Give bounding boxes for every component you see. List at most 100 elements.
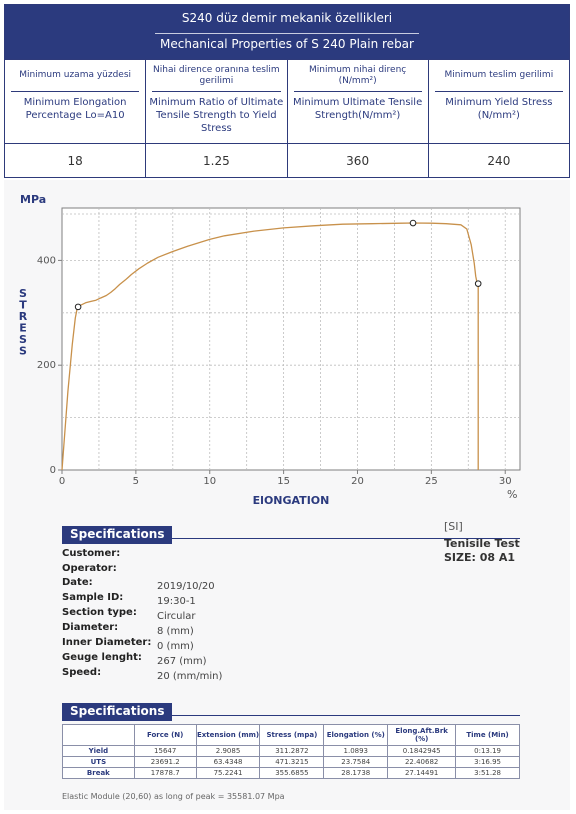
plot-area: [61, 207, 521, 471]
cell-force: 15647: [133, 745, 197, 757]
x-tick-label: 25: [425, 476, 438, 487]
header-elong-after-break: Elong.Aft.Brk (%): [387, 724, 457, 746]
column-label-en: Minimum Elongation Percentage Lo=A10: [23, 97, 127, 121]
section-type-label: Section type:: [62, 607, 137, 618]
value-ratio: 1.25: [146, 144, 288, 177]
axis-ticks: 0 5 10 15 20 25 30 0 200 400: [37, 255, 512, 487]
column-divider: [434, 91, 563, 92]
table-row: Break 17878.7 75.2241 355.6855 28.1738 2…: [62, 767, 520, 779]
x-unit-label: %: [507, 488, 517, 501]
value-yield-stress: 240: [487, 154, 511, 168]
cell-stress: 355.6855: [259, 767, 325, 779]
test-title: Tenisile Test: [444, 537, 520, 550]
header-divider: [155, 33, 419, 34]
cell-extension: 75.2241: [195, 767, 261, 779]
y-tick-label: 200: [37, 360, 56, 371]
data-point-marker: [74, 303, 82, 311]
y-unit-label: MPa: [20, 193, 46, 206]
cell-force: 17878.7: [133, 767, 197, 779]
speed-value: 20 (mm/min): [157, 671, 223, 682]
data-point-marker: [409, 219, 417, 227]
column-label-tr: Minimum teslim gerilimi: [444, 70, 554, 81]
diameter-value: 8 (mm): [157, 626, 194, 637]
cell-extension: 63.4348: [195, 756, 261, 768]
cell-elong-after-break: 0.1842945: [387, 745, 457, 757]
diameter-label: Diameter:: [62, 622, 119, 633]
properties-title-tr: S240 düz demir mekanik özellikleri: [181, 11, 393, 25]
x-tick-label: 15: [277, 476, 290, 487]
column-label-tr: Nihai dirence oranına teslim gerilimi: [153, 64, 280, 86]
header-blank: [62, 724, 135, 746]
grid: [62, 208, 520, 470]
elastic-module-note: Elastic Module (20,60) as long of peak =…: [62, 792, 285, 801]
row-label: Break: [62, 767, 135, 779]
y-axis-label-letter: S: [19, 287, 27, 300]
y-axis-label-letter: T: [19, 299, 27, 312]
specifications-bar: Specifications: [62, 523, 520, 544]
y-axis-label-letter: S: [19, 333, 27, 346]
properties-column-headers: Minimum uzama yüzdesi Minimum Elongation…: [5, 59, 569, 143]
cell-elongation: 28.1738: [323, 767, 389, 779]
header-force: Force (N): [133, 724, 197, 746]
column-label-tr: Minimum nihai direnç (N/mm²): [308, 64, 407, 86]
y-tick-label: 0: [50, 465, 56, 476]
properties-table: S240 düz demir mekanik özellikleri Mecha…: [4, 4, 570, 178]
date-value: 2019/10/20: [157, 581, 215, 592]
column-ultimate-strength: Minimum nihai direnç (N/mm²) Minimum Ult…: [288, 60, 429, 143]
table-row: Yield 15647 2.9085 311.2872 1.0893 0.184…: [62, 745, 520, 757]
cell-stress: 471.3215: [259, 756, 325, 768]
cell-time: 3:51.28: [455, 767, 520, 779]
x-tick-label: 20: [351, 476, 364, 487]
results-title: Specifications: [62, 703, 173, 721]
x-tick-label: 30: [499, 476, 512, 487]
sample-id-label: Sample ID:: [62, 592, 124, 603]
cell-extension: 2.9085: [195, 745, 261, 757]
value-elongation: 18: [5, 144, 147, 177]
cell-elongation: 1.0893: [323, 745, 389, 757]
sample-id-value: 19:30-1: [157, 596, 196, 607]
column-label-en: Minimum Ratio of Ultimate Tensile Streng…: [149, 97, 284, 134]
properties-header: S240 düz demir mekanik özellikleri Mecha…: [5, 5, 569, 59]
row-label: UTS: [62, 756, 135, 768]
header-elongation: Elongation (%): [323, 724, 389, 746]
operator-label: Operator:: [62, 563, 117, 574]
table-row: UTS 23691.2 63.4348 471.3215 23.7584 22.…: [62, 756, 520, 768]
x-tick-label: 10: [203, 476, 216, 487]
gauge-length-label: Geuge lenght:: [62, 652, 142, 663]
cell-stress: 311.2872: [259, 745, 325, 757]
y-axis-label-letter: E: [19, 322, 27, 335]
y-axis-label-letter: R: [19, 310, 28, 323]
column-label-en: Minimum Ultimate Tensile Strength(N/mm²): [292, 97, 423, 121]
column-divider: [152, 91, 281, 92]
x-tick-label: 5: [133, 476, 139, 487]
row-label: Yield: [62, 745, 135, 757]
series: [61, 222, 479, 471]
data-point-marker: [474, 280, 482, 287]
column-divider: [11, 91, 140, 92]
customer-label: Customer:: [62, 548, 121, 559]
header-stress: Stress (mpa): [259, 724, 325, 746]
y-axis-label-letter: S: [19, 345, 27, 358]
inner-diameter-label: Inner Diameter:: [62, 637, 152, 648]
properties-values: 18 1.25 360 240: [5, 143, 569, 177]
y-tick-label: 400: [37, 255, 56, 266]
properties-title-en: Mechanical Properties of S 240 Plain reb…: [160, 37, 414, 51]
inner-diameter-value: 0 (mm): [157, 641, 194, 652]
results-table: Force (N) Extension (mm) Stress (mpa) El…: [62, 724, 520, 779]
value-ultimate-strength: 360: [288, 144, 429, 177]
column-yield-stress: Minimum teslim gerilimi Minimum Yield St…: [429, 60, 569, 143]
units-label: [SI]: [444, 520, 463, 533]
cell-time: 3:16.95: [455, 756, 520, 768]
column-label-en: Minimum Yield Stress (N/mm²): [445, 97, 553, 121]
cell-time: 0:13.19: [455, 745, 520, 757]
section-type-value: Circular: [157, 611, 196, 622]
speed-label: Speed:: [62, 667, 102, 678]
cell-elong-after-break: 27.14491: [387, 767, 457, 779]
cell-elong-after-break: 22.40682: [387, 756, 457, 768]
results-bar: Specifications: [62, 700, 520, 721]
stress-curve: [61, 222, 479, 471]
cell-force: 23691.2: [133, 756, 197, 768]
date-label: Date:: [62, 577, 93, 588]
